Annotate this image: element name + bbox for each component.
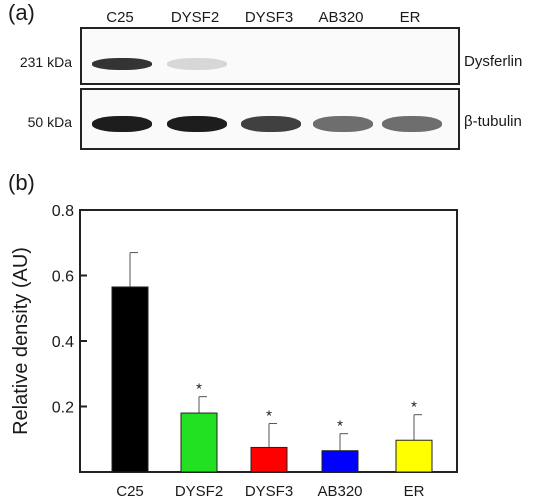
panel-a-label: (a) [8, 0, 35, 25]
blot-band [92, 58, 152, 70]
x-tick-label: DYSF2 [175, 483, 223, 500]
blot-band [167, 58, 227, 70]
tubulin-protein-label: β-tubulin [464, 113, 522, 130]
lane-label-er: ER [399, 9, 421, 26]
x-tick-label: C25 [116, 483, 144, 500]
dysferlin-protein-label: Dysferlin [464, 53, 523, 70]
bar [250, 446, 288, 473]
y-tick-label: 0.8 [52, 203, 74, 220]
bar [180, 412, 218, 473]
panel-b-label: (b) [8, 170, 35, 195]
dysferlin-blot [80, 27, 460, 85]
significance-marker: * [266, 408, 272, 425]
blot-band [92, 116, 152, 132]
bar [321, 450, 359, 473]
tubulin-marker-label: 50 kDa [27, 114, 72, 130]
x-tick-label: ER [404, 483, 425, 500]
bar [395, 439, 433, 473]
lane-label-c25: C25 [106, 9, 134, 26]
lane-label-dysf2: DYSF2 [170, 9, 220, 26]
blot-band [382, 116, 442, 132]
y-axis-label: Relative density (AU) [10, 247, 32, 435]
lane-label-ab320: AB320 [318, 9, 364, 26]
y-tick-label: 0.4 [52, 334, 74, 351]
blot-band [167, 116, 227, 132]
bar [111, 286, 149, 473]
y-tick-label: 0.2 [52, 400, 74, 417]
significance-marker: * [411, 399, 417, 416]
y-tick-label: 0.6 [52, 269, 74, 286]
significance-marker: * [337, 418, 343, 435]
lane-label-dysf3: DYSF3 [244, 9, 294, 26]
x-tick-label: DYSF3 [245, 483, 293, 500]
x-tick-label: AB320 [317, 483, 362, 500]
significance-marker: * [196, 381, 202, 398]
blot-band [241, 116, 301, 132]
dysferlin-marker-label: 231 kDa [19, 54, 72, 70]
blot-band [313, 116, 373, 132]
tubulin-blot [80, 88, 460, 150]
